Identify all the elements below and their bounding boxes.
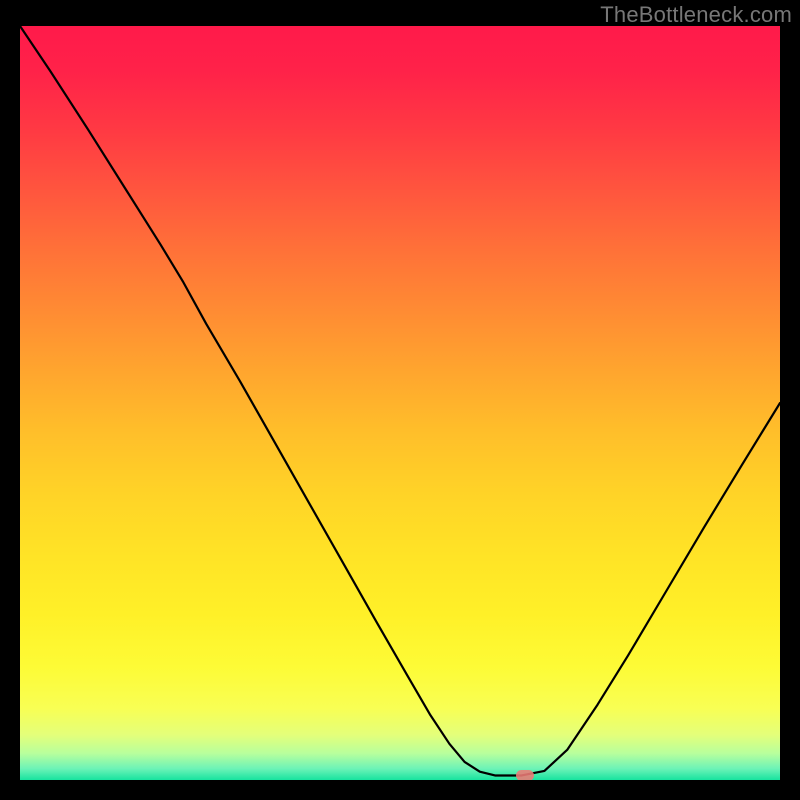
bottleneck-curve <box>20 26 780 780</box>
plot-area <box>20 26 780 780</box>
chart-frame: TheBottleneck.com <box>0 0 800 800</box>
curve-path <box>20 26 780 775</box>
optimum-marker <box>516 770 534 780</box>
watermark-text: TheBottleneck.com <box>600 2 792 28</box>
